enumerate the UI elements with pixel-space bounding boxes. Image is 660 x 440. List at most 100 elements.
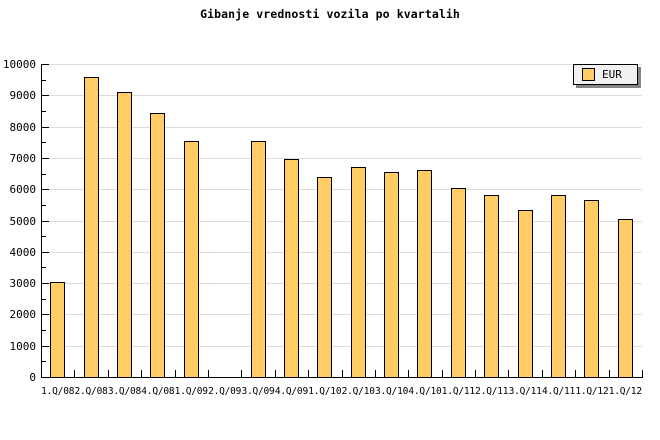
y-tick-label: 5000: [9, 214, 37, 228]
x-tick-label: 1.Q/12: [575, 386, 609, 397]
bar-4.Q/11: [551, 195, 567, 378]
bar-4.Q/10: [417, 170, 433, 378]
bar-3.Q/11: [517, 209, 533, 378]
x-tick: [274, 370, 276, 377]
x-tick: [575, 370, 577, 377]
x-tick: [308, 370, 310, 377]
x-tick: [642, 370, 643, 377]
y-tick-label: 0: [29, 371, 36, 384]
x-tick-label: 1.Q/10: [308, 386, 342, 397]
y-axis-line: [41, 64, 42, 378]
x-tick-label: 2.Q/10: [341, 386, 375, 397]
y-tick-label: 7000: [9, 151, 37, 165]
x-tick: [141, 370, 143, 377]
bar-2.Q/11: [484, 195, 500, 378]
bar-1.Q/12: [584, 200, 600, 378]
y-tick-label: 1000: [9, 339, 37, 353]
bar-1.Q/12: [617, 218, 633, 378]
bar-1.Q/11: [450, 187, 466, 378]
x-tick-label: 3.Q/10: [375, 386, 409, 397]
y-tick-label: 8000: [9, 120, 37, 134]
x-tick-label: 4.Q/09: [274, 386, 308, 397]
x-tick-label: 3.Q/09: [241, 386, 275, 397]
y-tick: [42, 64, 49, 65]
legend: EUR: [573, 64, 638, 85]
bar-3.Q/10: [384, 171, 400, 378]
bar-2.Q/10: [350, 167, 366, 378]
y-tick: [42, 345, 49, 347]
x-tick: [475, 370, 477, 377]
x-tick: [41, 370, 42, 377]
x-tick: [408, 370, 410, 377]
y-tick: [42, 283, 49, 285]
y-minor-tick: [42, 298, 46, 300]
x-tick: [441, 370, 443, 377]
x-axis-line: [41, 377, 643, 378]
x-tick-label: 4.Q/11: [541, 386, 576, 397]
y-tick: [42, 251, 49, 253]
bar-4.Q/08: [150, 112, 166, 378]
gridline: [41, 189, 642, 191]
x-tick-label: 1.Q/08: [41, 386, 75, 397]
gridline: [41, 95, 642, 97]
y-tick-label: 4000: [9, 245, 37, 259]
y-minor-tick: [42, 142, 46, 144]
legend-swatch-icon: [582, 68, 595, 81]
x-tick: [508, 370, 510, 377]
x-tick-label: 3.Q/08: [107, 386, 142, 397]
bar-1.Q/10: [317, 176, 333, 378]
y-tick-label: 10000: [2, 58, 36, 71]
bar-1.Q/09: [183, 140, 199, 378]
bar-3.Q/08: [116, 92, 132, 378]
x-tick: [74, 370, 76, 377]
bar-1.Q/08: [50, 281, 66, 378]
y-minor-tick: [42, 330, 46, 332]
y-tick-label: 3000: [9, 277, 37, 291]
x-tick: [541, 370, 543, 377]
gridline: [41, 157, 642, 159]
y-minor-tick: [42, 204, 46, 206]
y-tick-label: 2000: [9, 308, 37, 322]
gridline: [41, 126, 642, 128]
y-tick: [42, 189, 49, 191]
y-tick: [42, 220, 49, 222]
bar-3.Q/09: [250, 140, 266, 378]
y-tick: [42, 314, 49, 316]
x-tick: [174, 370, 176, 377]
gridline: [41, 220, 642, 222]
y-minor-tick: [42, 361, 46, 363]
x-tick-label: 1.Q/09: [174, 386, 208, 397]
x-tick: [374, 370, 376, 377]
x-tick-label: 2.Q/08: [74, 386, 108, 397]
x-tick: [341, 370, 343, 377]
bar-2.Q/08: [83, 76, 99, 378]
y-minor-tick: [42, 236, 46, 238]
x-tick-label: 4.Q/10: [408, 386, 442, 397]
x-tick-label: 1.Q/11: [441, 386, 475, 397]
x-tick: [608, 370, 610, 377]
y-tick: [42, 95, 49, 97]
y-minor-tick: [42, 79, 46, 81]
gridline: [41, 345, 642, 347]
gridline: [41, 64, 642, 65]
y-tick: [42, 157, 49, 159]
y-tick-label: 6000: [9, 183, 37, 197]
x-tick: [207, 370, 209, 377]
y-tick: [42, 126, 49, 128]
y-minor-tick: [42, 267, 46, 269]
y-tick-label: 9000: [9, 89, 37, 103]
bar-4.Q/09: [283, 159, 299, 378]
x-tick-label: 4.Q/08: [141, 386, 175, 397]
gridline: [41, 251, 642, 253]
legend-label: EUR: [602, 68, 622, 81]
x-tick-label: 1.Q/12: [608, 386, 642, 397]
x-tick-label: 3.Q/11: [508, 386, 542, 397]
gridline: [41, 283, 642, 285]
y-tick: [42, 377, 49, 378]
x-tick-label: 2.Q/11: [475, 386, 509, 397]
y-minor-tick: [42, 173, 46, 175]
gridline: [41, 314, 642, 316]
chart-title: Gibanje vrednosti vozila po kvartalih: [200, 7, 460, 21]
